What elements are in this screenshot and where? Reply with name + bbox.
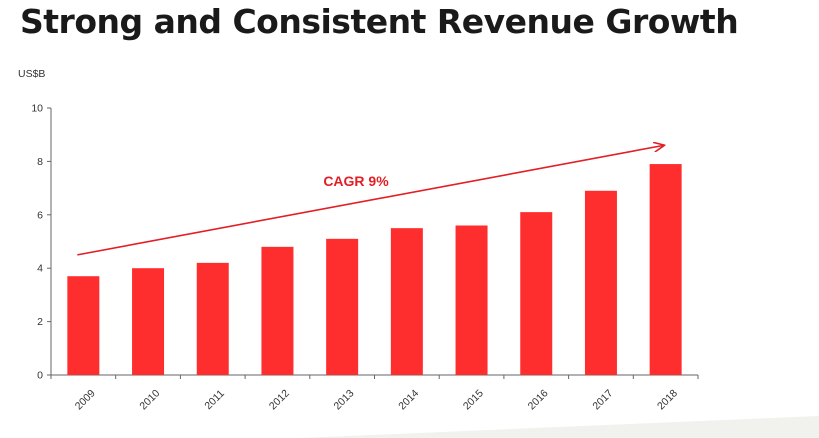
bar-2017 [584,190,617,375]
x-tick-label: 2011 [202,388,227,413]
y-tick-label: 8 [37,156,43,168]
bar-2015 [455,225,488,375]
x-tick-label: 2013 [332,387,357,412]
x-tick-label: 2009 [73,387,98,412]
x-tick-label: 2017 [590,387,615,412]
bottom-decorative-band [300,416,819,438]
bar-2013 [326,238,359,375]
bar-2018 [649,164,682,375]
x-tick-label: 2014 [396,387,421,412]
y-tick-label: 0 [37,370,43,382]
x-tick-label: 2016 [526,387,551,412]
x-tick-label: 2015 [461,387,486,412]
bar-2009 [67,276,100,375]
bar-2016 [520,212,553,375]
bar-2012 [261,246,294,375]
y-tick-label: 2 [37,316,43,328]
y-tick-label: 10 [31,103,43,115]
page-title: Strong and Consistent Revenue Growth [20,2,739,41]
bar-2010 [132,268,165,375]
x-tick-label: 2012 [267,387,292,412]
x-tick-label: 2018 [655,387,680,412]
cagr-label: CAGR 9% [323,173,389,189]
y-axis-label: US$B [18,68,45,80]
cagr-trend-arrow [77,145,663,256]
x-tick-labels: 2009 2010 2011 2012 2013 2014 2015 2016 2017 2018 [73,387,680,412]
y-tick-label: 4 [37,263,43,275]
bar-2011 [196,262,229,375]
y-tick-label: 6 [37,209,43,221]
x-tick-label: 2010 [137,387,162,412]
bar-2014 [390,228,423,375]
bar-series [67,164,682,375]
cagr-annotation: CAGR 9% [77,145,663,256]
